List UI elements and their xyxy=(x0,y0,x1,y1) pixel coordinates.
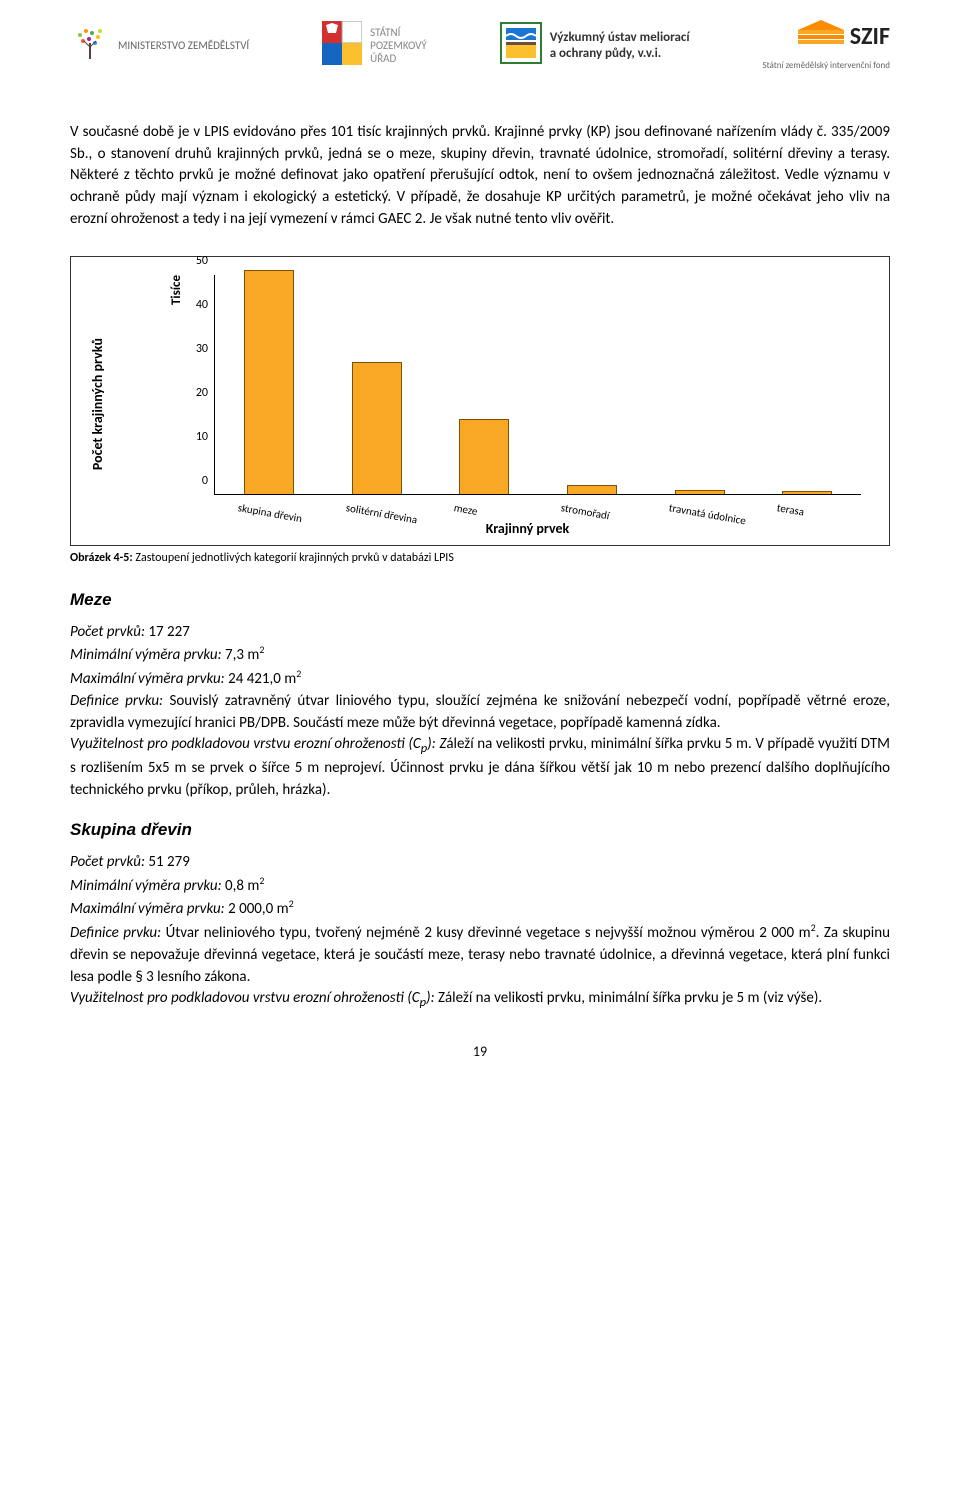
chart-caption: Obrázek 4-5: Zastoupení jednotlivých kat… xyxy=(70,551,890,565)
x-label: meze xyxy=(452,501,478,518)
section-skupina-title: Skupina dřevin xyxy=(70,820,890,840)
plot-area: 01020304050 skupina dřevinsolitérní dřev… xyxy=(184,275,871,535)
intro-paragraph: V současné době je v LPIS evidováno přes… xyxy=(70,122,890,231)
logo-spu-text: STÁTNÍ POZEMKOVÝ ÚŘAD xyxy=(370,26,427,66)
bar xyxy=(459,419,509,493)
logo-vumop: Výzkumný ústav meliorací a ochrany půdy,… xyxy=(500,22,690,69)
caption-text: Zastoupení jednotlivých kategorií krajin… xyxy=(133,551,454,565)
plot-inner xyxy=(214,275,861,495)
bar xyxy=(352,362,402,493)
x-label: terasa xyxy=(776,501,805,519)
x-label: skupina dřevin xyxy=(237,501,303,525)
logo-mz-text: MINISTERSTVO ZEMĚDĚLSTVÍ xyxy=(118,39,249,52)
document-page: MINISTERSTVO ZEMĚDĚLSTVÍ STÁTNÍ POZEMKOV… xyxy=(0,0,960,1090)
logo-vumop-text: Výzkumný ústav meliorací a ochrany půdy,… xyxy=(550,30,690,61)
szif-subtitle: Státní zemědělský intervenční fond xyxy=(762,61,890,72)
meze-max: Maximální výměra prvku: 24 421,0 m2 xyxy=(70,667,890,691)
bar xyxy=(244,270,294,493)
skupina-max: Maximální výměra prvku: 2 000,0 m2 xyxy=(70,897,890,921)
logo-szif: SZIF Státní zemědělský intervenční fond xyxy=(762,20,890,72)
logo-spu: STÁTNÍ POZEMKOVÝ ÚŘAD xyxy=(322,21,427,70)
vumop-icon xyxy=(500,22,542,69)
y-tick: 10 xyxy=(196,430,208,444)
skupina-definice: Definice prvku: Útvar neliniového typu, … xyxy=(70,921,890,988)
emblem-icon xyxy=(322,21,362,70)
y-tick: 0 xyxy=(202,474,208,488)
y-tick: 50 xyxy=(196,254,208,268)
y-tick: 40 xyxy=(196,298,208,312)
szif-icon xyxy=(798,20,844,53)
meze-pocet: Počet prvků: 17 227 xyxy=(70,622,890,644)
meze-min: Minimální výměra prvku: 7,3 m2 xyxy=(70,643,890,667)
szif-name: SZIF xyxy=(850,22,890,51)
page-number: 19 xyxy=(70,1043,890,1060)
y-axis: 01020304050 xyxy=(184,275,214,495)
bar xyxy=(675,490,725,494)
skupina-pocet: Počet prvků: 51 279 xyxy=(70,852,890,874)
meze-definice: Definice prvku: Souvislý zatravněný útva… xyxy=(70,691,890,735)
bar-chart: Počet krajinných prvků Tisíce 0 10 20 30 40 5… xyxy=(70,256,890,546)
skupina-min: Minimální výměra prvku: 0,8 m2 xyxy=(70,874,890,898)
header-logos: MINISTERSTVO ZEMĚDĚLSTVÍ STÁTNÍ POZEMKOV… xyxy=(70,20,890,72)
x-label: solitérní dřevina xyxy=(345,501,418,526)
meze-vyuzitelnost: Využitelnost pro podkladovou vrstvu eroz… xyxy=(70,734,890,802)
bar xyxy=(567,485,617,494)
y-axis-sublabel: Tisíce xyxy=(169,275,184,305)
tree-icon xyxy=(70,23,110,68)
section-meze-title: Meze xyxy=(70,590,890,610)
skupina-vyuzitelnost: Využitelnost pro podkladovou vrstvu eroz… xyxy=(70,988,890,1012)
x-label: travnatá údolnice xyxy=(668,501,747,527)
bar xyxy=(782,491,832,494)
caption-bold: Obrázek 4-5: xyxy=(70,551,133,565)
y-tick: 30 xyxy=(196,342,208,356)
y-axis-label: Počet krajinných prvků xyxy=(89,338,106,470)
logo-ministerstvo: MINISTERSTVO ZEMĚDĚLSTVÍ xyxy=(70,23,249,68)
y-tick: 20 xyxy=(196,386,208,400)
x-axis-title: Krajinný prvek xyxy=(486,520,570,537)
